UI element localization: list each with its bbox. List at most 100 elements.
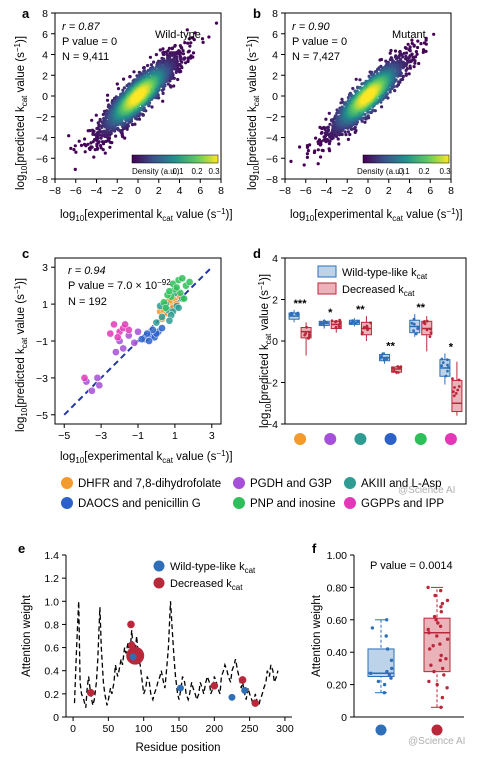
panel-d-dot-0-1-5 xyxy=(319,321,323,325)
panel-a-point-266 xyxy=(166,82,170,86)
panel-c-point-s1-9 xyxy=(93,374,102,382)
panel-b-point-78 xyxy=(354,77,358,81)
panel-b-point-39 xyxy=(389,48,393,53)
panel-f-dot-1-28 xyxy=(432,669,436,674)
panel-e-ytick-label-5: 1.0 xyxy=(44,596,59,608)
panel-c-point-s3-5 xyxy=(145,337,153,345)
panel-b-point-58 xyxy=(393,49,398,53)
panel-d-dot-1-0-0 xyxy=(305,325,308,329)
panel-b-ytick-label-4: 0 xyxy=(272,91,278,103)
panel-f-ytick-label-0: 0 xyxy=(341,712,347,724)
panel-d-legend-swatch-blue xyxy=(317,265,337,278)
panel-letter-a: a xyxy=(22,6,30,21)
panel-d-dot-0-1-7 xyxy=(322,323,326,327)
panel-a-cb-tick-3: 0.3 xyxy=(208,167,220,176)
panel-a-r: r = 0.87 xyxy=(62,21,100,33)
panel-f-category-dot-red xyxy=(431,724,443,736)
panel-c-point-s1-8 xyxy=(134,327,142,336)
panel-d-category-dots xyxy=(294,433,457,445)
panel-a-point-84 xyxy=(176,77,180,82)
panel-f-dot-1-13 xyxy=(427,631,431,635)
panel-d-star-1: * xyxy=(328,307,333,319)
panel-b-point-215 xyxy=(386,96,390,100)
panel-c-point-s3-7 xyxy=(148,326,157,334)
panel-d-dot-0-5-3 xyxy=(440,364,443,368)
panel-b-point-143 xyxy=(326,125,330,129)
panel-e-xtick-label-5: 250 xyxy=(241,723,259,735)
panel-a-cb-tick-2: 0.2 xyxy=(191,167,203,176)
panel-b-point-46 xyxy=(408,45,412,49)
panel-a-point-72 xyxy=(88,129,92,133)
panel-b-xtick-label-7: 6 xyxy=(427,185,433,197)
panel-d-category-dot-3 xyxy=(384,433,397,445)
panel-b-point-339 xyxy=(369,110,373,115)
panel-b-point-320 xyxy=(377,67,381,71)
panel-c-point-s3-4 xyxy=(137,335,146,344)
panel-d-dot-1-4-1 xyxy=(425,319,429,323)
panel-d-boxplot: −4 −2 0 2 4 Wild-type-like kcat Decreased kc… xyxy=(266,253,467,445)
panel-b-point-205 xyxy=(395,84,399,88)
panel-e-ytick-label-0: 0 xyxy=(53,712,59,724)
panel-d-dot-1-0-5 xyxy=(306,336,310,340)
panel-b-ytick-label-7: 6 xyxy=(272,29,278,41)
panel-e-red-marker-4 xyxy=(210,681,219,690)
panel-f-dot-0-0 xyxy=(382,691,386,695)
panel-b-point-22 xyxy=(419,42,423,46)
panel-c-point-s2-10 xyxy=(165,316,174,325)
panel-d-dot-0-4-0 xyxy=(412,329,415,333)
panel-f-category-dot-blue xyxy=(375,724,387,736)
panel-b-point-20 xyxy=(416,39,420,43)
panel-f-ylabel: Attention weight xyxy=(311,594,323,677)
panel-a-point-70 xyxy=(167,46,171,51)
panel-a-ytick-label-3: −2 xyxy=(36,112,48,124)
panel-b-point-264 xyxy=(366,114,370,118)
panel-a-point-12 xyxy=(92,155,96,159)
panel-f-dot-1-14 xyxy=(426,627,430,632)
panel-c-point-s4-10 xyxy=(161,303,170,312)
panel-e-legend: Wild-type-like kcat Decreased kcat xyxy=(153,560,256,592)
panel-d-dot-1-2-1 xyxy=(369,321,372,325)
panel-b-point-139 xyxy=(363,120,367,124)
panel-a-point-13 xyxy=(103,151,107,155)
panel-e-legend-dot-red xyxy=(153,577,165,589)
panel-c-ytick-label-0: −5 xyxy=(36,410,48,422)
panel-b-point-32 xyxy=(416,45,420,50)
panel-b-point-25 xyxy=(316,148,320,152)
panel-d-dot-1-0-3 xyxy=(307,330,311,334)
panel-c-xtick-label-3: 1 xyxy=(172,430,178,442)
panel-a-point-211 xyxy=(152,60,156,64)
panel-b-point-158 xyxy=(404,68,408,72)
panel-e-legend-dot-blue xyxy=(153,560,165,572)
panel-b-point-8 xyxy=(319,155,323,159)
panel-d-category-dot-2 xyxy=(354,433,367,445)
panel-f-dot-1-22 xyxy=(445,598,450,603)
panel-a-point-71 xyxy=(180,46,184,50)
panel-f-dot-1-26 xyxy=(431,644,435,648)
svg-text:log10[predicted kcat value (s−: log10[predicted kcat value (s−1)] xyxy=(13,278,29,432)
panel-a-point-21 xyxy=(189,41,193,45)
panel-a-point-101 xyxy=(100,140,104,144)
panel-f-dot-1-19 xyxy=(439,610,443,614)
panel-f-dot-1-18 xyxy=(432,614,437,619)
panel-e-blue-marker-1 xyxy=(176,684,184,692)
panel-d-dot-1-4-4 xyxy=(428,327,432,331)
panel-e-xtick-label-4: 200 xyxy=(206,723,224,735)
panel-c-xtick-label-4: 3 xyxy=(209,430,215,442)
panel-d-dot-1-2-5 xyxy=(363,326,367,330)
panel-f-dot-0-7 xyxy=(390,666,394,671)
panel-b-point-168 xyxy=(358,78,362,82)
panel-b-point-399 xyxy=(356,86,360,90)
panel-a-point-15 xyxy=(190,36,194,40)
panel-a-point-52 xyxy=(90,118,94,122)
panel-a-point-7 xyxy=(200,37,205,41)
panel-b-point-0 xyxy=(289,159,293,163)
panel-e-line: 0 50 100 150 200 250 300 0 0.2 0.4 0.6 0.8 1.0 1.2 1.4… xyxy=(21,550,294,754)
panel-d-dot-0-2-6 xyxy=(350,322,353,325)
panel-d-category-dot-0 xyxy=(294,433,307,445)
panel-d-category-dot-1 xyxy=(324,433,337,445)
legend-label-pgdh: PGDH and G3P xyxy=(250,478,332,490)
watermark-bottom: @Science AI xyxy=(408,736,465,747)
panel-c-point-s3-8 xyxy=(143,329,152,338)
panel-c-point-s2-4 xyxy=(152,318,161,327)
